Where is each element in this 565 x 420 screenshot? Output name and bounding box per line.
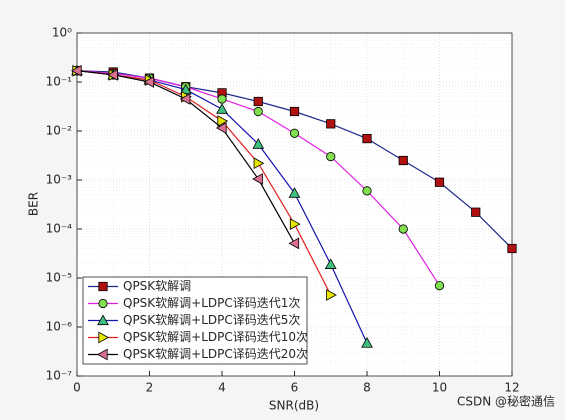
marker [471,207,481,217]
marker [326,289,337,301]
x-tick-label: 2 [146,381,154,395]
marker [326,119,336,129]
marker [289,218,301,230]
legend-label: QPSK软解调+LDPC译码迭代5次 [123,313,300,327]
marker [398,224,408,234]
y-tick-label: 10⁻¹ [46,75,73,89]
legend-box [82,276,308,365]
marker [253,106,263,117]
y-tick-label: 10⁰ [52,26,72,40]
marker [398,155,408,166]
y-tick-label: 10⁻² [46,124,73,138]
legend-marker [98,281,108,292]
legend-marker [98,331,110,344]
x-tick-label: 6 [291,381,299,395]
legend-label: QPSK软解调+LDPC译码迭代1次 [123,296,300,310]
marker [434,280,445,291]
marker [107,68,118,81]
marker [216,103,228,114]
marker [70,64,82,77]
marker [252,173,263,185]
marker [288,187,301,198]
legend-marker [97,314,109,326]
y-tick-label: 10⁻⁵ [46,271,73,285]
marker [289,128,300,138]
marker [434,177,445,187]
axes-box [76,32,513,377]
legend-label: QPSK软解调 [123,279,191,293]
marker [324,258,337,269]
x-tick-label: 0 [73,381,81,395]
marker [143,76,155,88]
watermark: CSDN @秘密通信 [457,394,555,409]
legend-label: QPSK软解调+LDPC译码迭代20次 [123,347,308,361]
legend-marker [98,298,108,309]
marker [362,133,372,144]
legend-marker [96,348,108,361]
marker [361,337,373,348]
x-axis-label: SNR(dB) [269,399,319,413]
marker [253,96,263,107]
y-axis-label: BER [27,192,41,216]
x-tick-label: 4 [218,381,226,395]
x-tick-label: 12 [504,381,519,395]
marker [326,152,336,162]
y-tick-label: 10⁻⁶ [46,320,73,334]
marker [289,106,300,117]
y-tick-label: 10⁻⁷ [46,369,73,383]
marker [217,115,229,127]
marker [215,122,227,134]
marker [288,237,300,250]
y-tick-label: 10⁻³ [46,173,73,187]
x-tick-label: 8 [363,381,371,395]
marker [252,138,265,149]
marker [217,94,227,104]
legend-label: QPSK软解调+LDPC译码迭代10次 [123,330,308,344]
y-tick-label: 10⁻⁴ [46,222,73,236]
marker [507,243,517,254]
marker [179,93,191,105]
x-tick-label: 10 [432,381,447,395]
marker [362,186,372,196]
marker [253,157,265,170]
